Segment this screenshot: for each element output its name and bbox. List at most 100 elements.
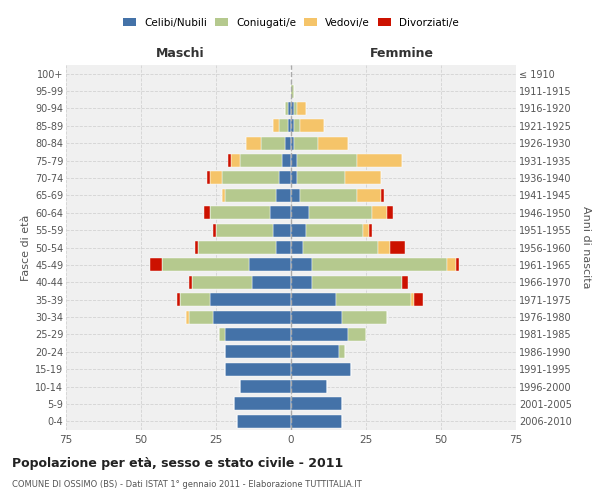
- Bar: [291, 189, 300, 202]
- Bar: [303, 241, 378, 254]
- Bar: [273, 120, 279, 132]
- Bar: [207, 172, 210, 184]
- Bar: [378, 241, 390, 254]
- Bar: [204, 206, 210, 220]
- Bar: [162, 258, 249, 272]
- Bar: [291, 328, 348, 341]
- Bar: [291, 258, 312, 272]
- Bar: [348, 328, 366, 341]
- Bar: [291, 362, 351, 376]
- Text: Maschi: Maschi: [155, 47, 205, 60]
- Bar: [291, 276, 312, 289]
- Bar: [240, 380, 291, 393]
- Bar: [369, 224, 372, 236]
- Bar: [198, 241, 276, 254]
- Bar: [192, 276, 252, 289]
- Bar: [270, 206, 291, 220]
- Bar: [291, 398, 342, 410]
- Y-axis label: Anni di nascita: Anni di nascita: [581, 206, 591, 289]
- Bar: [291, 120, 294, 132]
- Bar: [297, 172, 345, 184]
- Bar: [309, 206, 372, 220]
- Bar: [372, 206, 387, 220]
- Bar: [291, 380, 327, 393]
- Bar: [213, 310, 291, 324]
- Bar: [291, 241, 303, 254]
- Legend: Celibi/Nubili, Coniugati/e, Vedovi/e, Divorziati/e: Celibi/Nubili, Coniugati/e, Vedovi/e, Di…: [121, 16, 461, 30]
- Bar: [195, 241, 198, 254]
- Bar: [285, 136, 291, 149]
- Bar: [300, 120, 324, 132]
- Bar: [252, 276, 291, 289]
- Bar: [336, 293, 411, 306]
- Bar: [291, 154, 297, 167]
- Bar: [210, 293, 291, 306]
- Bar: [237, 415, 291, 428]
- Bar: [219, 328, 225, 341]
- Text: Popolazione per età, sesso e stato civile - 2011: Popolazione per età, sesso e stato civil…: [12, 458, 343, 470]
- Bar: [216, 224, 273, 236]
- Bar: [357, 154, 402, 167]
- Bar: [339, 346, 345, 358]
- Bar: [276, 241, 291, 254]
- Bar: [300, 189, 357, 202]
- Bar: [291, 172, 297, 184]
- Bar: [291, 136, 294, 149]
- Bar: [456, 258, 459, 272]
- Bar: [306, 224, 363, 236]
- Bar: [402, 276, 408, 289]
- Bar: [312, 276, 402, 289]
- Bar: [294, 136, 318, 149]
- Bar: [222, 172, 279, 184]
- Bar: [381, 189, 384, 202]
- Bar: [363, 224, 369, 236]
- Bar: [177, 293, 180, 306]
- Bar: [390, 241, 405, 254]
- Bar: [180, 293, 210, 306]
- Bar: [288, 102, 291, 115]
- Bar: [279, 120, 288, 132]
- Bar: [345, 172, 381, 184]
- Bar: [285, 102, 288, 115]
- Bar: [291, 206, 309, 220]
- Bar: [291, 346, 339, 358]
- Bar: [213, 224, 216, 236]
- Bar: [288, 120, 291, 132]
- Bar: [297, 154, 357, 167]
- Bar: [222, 189, 225, 202]
- Bar: [249, 258, 291, 272]
- Bar: [294, 102, 297, 115]
- Bar: [246, 136, 261, 149]
- Y-axis label: Fasce di età: Fasce di età: [20, 214, 31, 280]
- Bar: [318, 136, 348, 149]
- Bar: [414, 293, 423, 306]
- Bar: [225, 346, 291, 358]
- Bar: [447, 258, 456, 272]
- Bar: [312, 258, 447, 272]
- Bar: [282, 154, 291, 167]
- Bar: [240, 154, 282, 167]
- Bar: [225, 362, 291, 376]
- Bar: [273, 224, 291, 236]
- Text: Femmine: Femmine: [370, 47, 434, 60]
- Bar: [291, 224, 306, 236]
- Bar: [186, 310, 189, 324]
- Bar: [225, 189, 276, 202]
- Bar: [291, 293, 336, 306]
- Bar: [276, 189, 291, 202]
- Bar: [297, 102, 306, 115]
- Bar: [387, 206, 393, 220]
- Bar: [291, 84, 294, 98]
- Bar: [342, 310, 387, 324]
- Bar: [357, 189, 381, 202]
- Bar: [210, 172, 222, 184]
- Bar: [279, 172, 291, 184]
- Bar: [228, 154, 231, 167]
- Bar: [411, 293, 414, 306]
- Bar: [225, 328, 291, 341]
- Bar: [189, 276, 192, 289]
- Bar: [189, 310, 213, 324]
- Bar: [261, 136, 285, 149]
- Text: COMUNE DI OSSIMO (BS) - Dati ISTAT 1° gennaio 2011 - Elaborazione TUTTITALIA.IT: COMUNE DI OSSIMO (BS) - Dati ISTAT 1° ge…: [12, 480, 362, 489]
- Bar: [291, 310, 342, 324]
